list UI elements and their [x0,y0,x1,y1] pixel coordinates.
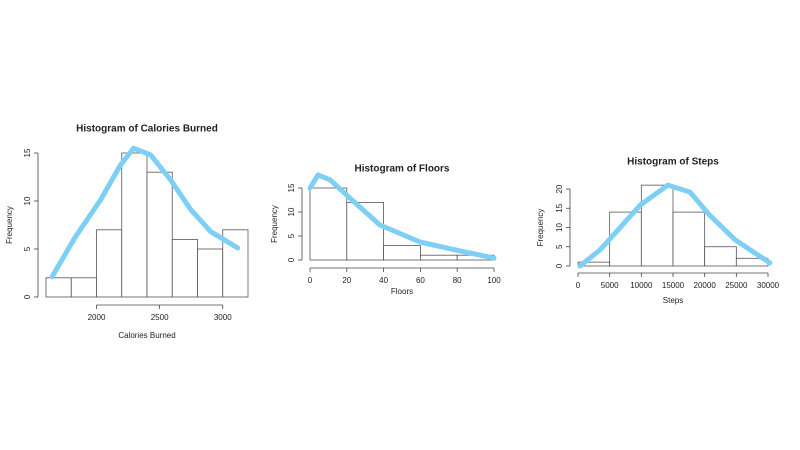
x-tick-label: 3000 [214,313,232,322]
x-tick-label: 30000 [757,281,780,290]
x-tick-label: 0 [576,281,581,290]
x-tick-label: 20000 [694,281,717,290]
y-axis-label: Frequency [536,209,545,247]
density-curve [577,182,773,269]
x-tick-label: 60 [416,276,425,285]
x-tick-label: 80 [453,276,462,285]
x-tick-label: 100 [487,276,501,285]
x-tick-label: 2000 [88,313,106,322]
chart-title: Histogram of Steps [627,157,719,168]
bar [672,211,706,267]
bar [96,229,123,298]
x-tick-label: 10000 [630,281,653,290]
y-tick-label: 5 [287,233,296,238]
bar [383,245,421,261]
bar [70,277,97,298]
y-tick-label: 10 [23,196,32,205]
density-curve [307,172,497,261]
y-tick-label: 5 [23,246,32,251]
y-tick-label: 15 [287,183,296,192]
y-tick-label: 0 [23,294,32,299]
bar [171,238,198,298]
x-tick-label: 20 [342,276,351,285]
y-tick-label: 15 [23,148,32,157]
bar [704,246,737,267]
bar [197,248,224,298]
x-tick-label: 15000 [662,281,685,290]
x-axis-label: Calories Burned [118,331,175,340]
chart-title: Histogram of Calories Burned [76,124,218,135]
x-tick-label: 2500 [151,313,169,322]
x-tick-label: 5000 [601,281,619,290]
x-tick-label: 40 [379,276,388,285]
y-tick-label: 0 [287,257,296,262]
density-curve [49,145,241,280]
x-tick-label: 25000 [725,281,748,290]
bar [640,184,674,267]
y-tick-label: 15 [555,203,564,212]
chart-title: Histogram of Floors [354,164,449,175]
y-tick-label: 20 [555,184,564,193]
x-axis-label: Steps [663,296,683,305]
bar [146,171,173,298]
y-axis-label: Frequency [5,206,14,244]
y-tick-label: 10 [555,223,564,232]
x-axis-label: Floors [391,287,413,296]
y-tick-label: 5 [555,244,564,249]
bar [45,277,72,298]
bar [419,254,458,261]
bar [121,152,148,298]
y-axis-label: Frequency [270,205,279,243]
y-tick-label: 0 [555,263,564,268]
x-tick-label: 0 [308,276,313,285]
bar [309,187,348,261]
y-tick-label: 10 [287,207,296,216]
